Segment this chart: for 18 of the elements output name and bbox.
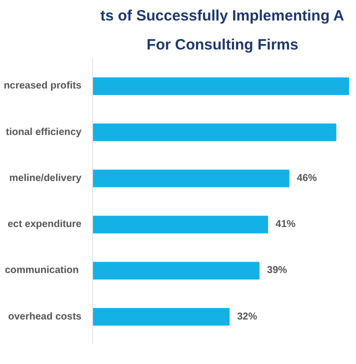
data-label: 39% xyxy=(267,265,288,276)
bar xyxy=(92,262,260,280)
y-tick-label: tional efficiency xyxy=(6,126,82,138)
bar xyxy=(92,308,230,326)
y-tick-label: overhead costs xyxy=(8,311,82,322)
data-label: 41% xyxy=(276,219,296,230)
chart-subtitle: For Consulting Firms xyxy=(146,36,298,54)
y-tick-label: meline/delivery xyxy=(9,172,82,184)
data-label: 32% xyxy=(237,311,258,322)
bar xyxy=(92,216,268,234)
bar xyxy=(92,170,290,188)
y-tick-label: ect expenditure xyxy=(8,219,82,230)
y-tick-label: ncreased profits xyxy=(4,80,82,92)
y-tick-label: communication xyxy=(4,265,79,276)
data-label: 46% xyxy=(296,172,318,184)
bar xyxy=(92,124,336,142)
chart-title: ts of Successfully Implementing A xyxy=(100,8,344,24)
bar xyxy=(92,77,350,95)
